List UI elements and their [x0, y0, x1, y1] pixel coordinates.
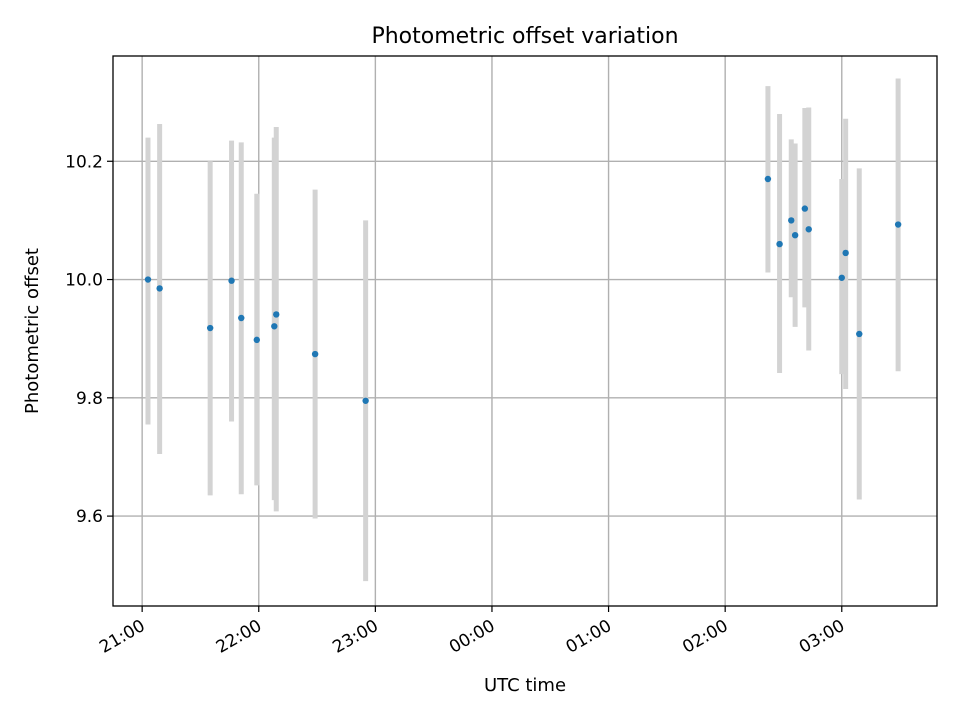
data-point [228, 277, 235, 284]
data-point [144, 276, 152, 283]
y-tick-label: 10.0 [65, 271, 103, 291]
data-point [791, 231, 799, 239]
data-point [894, 221, 902, 228]
data-point [253, 336, 261, 344]
data-point [311, 350, 319, 358]
data-point [842, 249, 849, 257]
plot-frame [112, 55, 938, 607]
data-point [856, 330, 863, 338]
y-axis-label: Photometric offset [22, 248, 43, 414]
y-tick-label: 9.8 [76, 389, 103, 409]
x-axis-label: UTC time [484, 675, 566, 696]
data-point [271, 323, 278, 330]
data-point [764, 175, 772, 183]
data-point [838, 274, 845, 281]
y-tick-label: 10.2 [65, 152, 103, 172]
chart-title: Photometric offset variation [371, 24, 678, 49]
data-point [238, 314, 245, 322]
data-point [805, 226, 812, 233]
data-point [273, 311, 280, 318]
data-point [776, 240, 783, 248]
data-point [206, 324, 214, 332]
data-point [801, 205, 809, 212]
y-tick-label: 9.6 [76, 507, 103, 527]
data-point [788, 217, 795, 224]
data-point [362, 397, 369, 404]
data-point [156, 285, 163, 292]
